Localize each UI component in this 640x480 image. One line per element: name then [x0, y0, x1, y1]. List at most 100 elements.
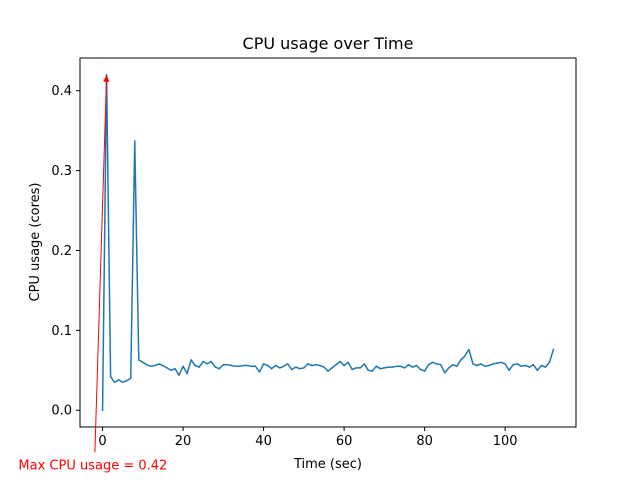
- data-point: [286, 363, 289, 365]
- data-point: [206, 363, 208, 365]
- data-point: [182, 365, 184, 368]
- data-point: [419, 368, 422, 371]
- data-point: [536, 369, 539, 372]
- data-point: [125, 379, 128, 382]
- data-point: [452, 363, 454, 366]
- data-point: [444, 371, 446, 374]
- data-point: [210, 360, 212, 363]
- data-point: [154, 364, 156, 367]
- data-point: [311, 364, 313, 367]
- data-point: [198, 366, 200, 368]
- data-point: [105, 74, 108, 76]
- data-point: [254, 365, 257, 368]
- data-point: [528, 366, 531, 368]
- data-point: [174, 367, 176, 370]
- data-point: [186, 372, 188, 375]
- data-point: [327, 370, 329, 372]
- data-point: [399, 365, 402, 368]
- y-tick-label: 0.1: [51, 324, 72, 339]
- data-point: [540, 364, 543, 367]
- x-axis-ticks: 0 20 40 60 80 100: [98, 427, 518, 449]
- data-point: [323, 366, 325, 368]
- y-axis-ticks: 0.0 0.1 0.2 0.3 0.4: [51, 84, 80, 419]
- chart-title: CPU usage over Time: [243, 34, 414, 53]
- data-point: [439, 363, 442, 366]
- y-tick-label: 0.3: [51, 164, 72, 179]
- data-point: [512, 363, 514, 366]
- data-point: [335, 363, 337, 366]
- data-point: [101, 409, 104, 411]
- data-point: [343, 364, 345, 367]
- data-point: [375, 365, 378, 368]
- data-point: [496, 362, 498, 364]
- axes-frame: [79, 57, 577, 428]
- data-point: [194, 364, 196, 367]
- data-point: [274, 364, 277, 367]
- data-point: [339, 360, 341, 363]
- data-point: [552, 348, 555, 351]
- plot-area: [101, 74, 555, 411]
- data-point: [468, 348, 470, 351]
- data-point: [178, 374, 180, 376]
- data-point: [121, 381, 124, 384]
- data-point: [282, 365, 285, 368]
- data-point: [379, 367, 382, 370]
- data-point: [508, 369, 510, 372]
- data-point: [347, 361, 349, 364]
- data-point: [395, 365, 398, 368]
- data-point: [291, 368, 293, 371]
- data-point: [359, 367, 361, 369]
- data-point: [138, 359, 140, 361]
- data-point: [166, 367, 168, 369]
- data-point: [351, 368, 353, 371]
- data-point: [423, 370, 426, 372]
- annotation-arrowhead: [103, 74, 110, 82]
- data-point: [129, 377, 132, 380]
- data-point: [109, 375, 112, 378]
- data-point: [544, 366, 547, 368]
- data-point: [258, 371, 261, 373]
- data-point: [415, 364, 418, 367]
- data-point: [363, 363, 365, 365]
- data-point: [532, 363, 535, 366]
- data-point: [117, 379, 120, 381]
- data-point: [355, 367, 357, 369]
- max-annotation: Max CPU usage = 0.42: [18, 74, 167, 473]
- data-point: [278, 367, 281, 369]
- data-point: [134, 140, 136, 142]
- data-point: [448, 367, 450, 369]
- data-point: [456, 365, 458, 368]
- y-axis-label: CPU usage (cores): [28, 183, 43, 302]
- data-point: [266, 364, 269, 367]
- data-point: [427, 363, 430, 366]
- data-point: [170, 369, 172, 372]
- data-point: [383, 367, 386, 369]
- data-point: [162, 364, 164, 367]
- x-tick-label: 0: [98, 434, 106, 449]
- x-tick-label: 80: [416, 434, 433, 449]
- data-point: [331, 367, 333, 369]
- data-point: [464, 355, 466, 357]
- data-point: [516, 363, 518, 365]
- data-point: [222, 363, 225, 366]
- y-tick-label: 0.0: [51, 404, 72, 419]
- data-point: [520, 365, 522, 368]
- x-tick-label: 40: [255, 434, 272, 449]
- data-point: [504, 363, 506, 365]
- y-tick-label: 0.4: [51, 84, 72, 99]
- data-point: [270, 367, 273, 370]
- data-point: [315, 363, 317, 366]
- data-point: [295, 366, 297, 368]
- data-point: [226, 363, 229, 366]
- data-point: [202, 360, 204, 363]
- data-point: [476, 364, 478, 367]
- data-point: [262, 363, 265, 365]
- data-point: [303, 367, 305, 369]
- data-point: [435, 363, 438, 365]
- data-point: [234, 365, 237, 368]
- annotation-text: Max CPU usage = 0.42: [18, 458, 167, 473]
- data-point: [391, 366, 394, 368]
- data-point: [250, 365, 253, 368]
- data-point: [150, 365, 152, 368]
